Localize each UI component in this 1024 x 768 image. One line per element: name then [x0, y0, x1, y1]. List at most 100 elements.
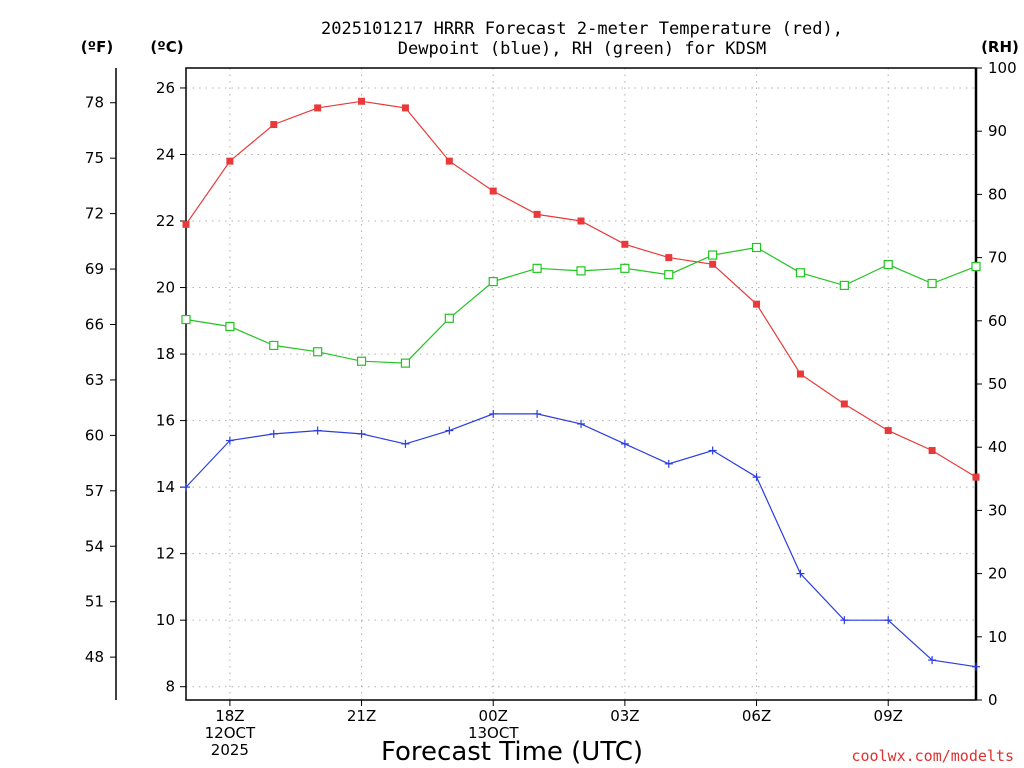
- dewpoint-point: [225, 436, 234, 445]
- chart-title-line-2: Dewpoint (blue), RH (green) for KDSM: [398, 39, 766, 59]
- tick-label-fahrenheit: 54: [85, 537, 104, 555]
- temperature-point: [928, 447, 936, 455]
- rh-point: [181, 314, 191, 325]
- rh-point: [444, 313, 454, 323]
- x-axis-title: Forecast Time (UTC): [381, 737, 643, 767]
- temperature-point: [489, 187, 497, 195]
- series-markers: [181, 97, 981, 671]
- tick-label-time: 21Z: [347, 707, 376, 725]
- dewpoint-point: [708, 446, 717, 455]
- dewpoint-point: [182, 483, 190, 492]
- rh-point: [927, 278, 937, 289]
- temperature-point: [533, 210, 541, 218]
- tick-labels: 8 10 12 14 16 18 20 22 24 26 48 51 54 57 60 63 66 69 72 75 7…: [85, 59, 1017, 759]
- tick-label-time: 12OCT: [205, 724, 256, 742]
- dewpoint-point: [445, 426, 454, 435]
- temperature-point: [972, 473, 980, 481]
- temperature-point: [401, 104, 409, 112]
- temperature-point: [621, 240, 629, 248]
- credit-text: coolwx.com/modelts: [851, 747, 1014, 765]
- dewpoint-point: [928, 656, 937, 665]
- temperature-point: [182, 220, 190, 228]
- dewpoint-point: [489, 409, 498, 418]
- rh-point: [269, 340, 279, 351]
- tick-label-celsius: 8: [165, 678, 175, 696]
- temperature-point: [753, 300, 761, 308]
- tick-label-celsius: 18: [156, 345, 175, 363]
- tick-label-celsius: 26: [156, 79, 175, 97]
- tick-label-time: 06Z: [742, 707, 771, 725]
- dewpoint-point: [840, 616, 849, 625]
- dewpoint-point: [884, 616, 893, 625]
- plot-frame: [185, 67, 977, 701]
- axis-ticks: [110, 67, 982, 706]
- tick-label-time: 18Z: [215, 707, 244, 725]
- rh-point: [532, 263, 542, 273]
- temperature-point: [445, 157, 453, 165]
- tick-label-fahrenheit: 48: [85, 648, 104, 666]
- rh-point: [313, 347, 323, 357]
- dewpoint-point: [401, 439, 410, 448]
- tick-label-celsius: 24: [156, 145, 175, 163]
- temperature-point: [314, 104, 322, 112]
- temperature-point: [270, 121, 278, 129]
- tick-label-rh: 100: [988, 59, 1017, 77]
- tick-label-fahrenheit: 63: [85, 371, 104, 389]
- temperature-point: [840, 400, 848, 408]
- tick-label-celsius: 10: [156, 611, 175, 629]
- dewpoint-point: [577, 419, 585, 428]
- gridlines: [186, 68, 976, 700]
- rh-point: [751, 242, 762, 253]
- temperature-point: [665, 254, 673, 262]
- tick-label-rh: 0: [988, 691, 998, 709]
- rh-point: [576, 266, 586, 276]
- tick-label-time: 00Z: [479, 707, 508, 725]
- rh-point: [883, 259, 893, 270]
- tick-label-celsius: 12: [156, 545, 175, 563]
- dewpoint-point: [269, 429, 278, 438]
- tick-label-rh: 10: [988, 628, 1007, 646]
- rh-line: [185, 246, 977, 364]
- rh-point: [400, 358, 411, 368]
- rh-point: [356, 356, 367, 366]
- temperature-point: [358, 97, 366, 105]
- dewpoint-point: [752, 473, 761, 482]
- tick-label-fahrenheit: 60: [85, 426, 104, 444]
- tick-label-fahrenheit: 78: [85, 94, 104, 112]
- tick-label-rh: 20: [988, 565, 1007, 583]
- tick-label-celsius: 22: [156, 212, 175, 230]
- tick-label-celsius: 16: [156, 412, 175, 430]
- dewpoint-point: [664, 459, 673, 468]
- tick-label-rh: 80: [988, 185, 1007, 203]
- dewpoint-point: [357, 429, 366, 438]
- dewpoint-point: [533, 409, 542, 418]
- tick-label-fahrenheit: 57: [85, 482, 104, 500]
- tick-label-time: 2025: [211, 741, 249, 759]
- tick-label-time: 09Z: [874, 707, 903, 725]
- tick-label-rh: 50: [988, 375, 1007, 393]
- dewpoint-point: [313, 426, 322, 435]
- tick-label-fahrenheit: 66: [85, 315, 104, 333]
- temperature-point: [577, 217, 585, 225]
- rh-point: [795, 268, 806, 278]
- tick-label-celsius: 14: [156, 478, 175, 496]
- tick-label-rh: 60: [988, 312, 1007, 330]
- rh-point: [971, 261, 981, 272]
- tick-label-fahrenheit: 69: [85, 260, 104, 278]
- tick-label-rh: 30: [988, 501, 1007, 519]
- rh-point: [664, 270, 674, 280]
- dewpoint-point: [972, 662, 980, 671]
- dewpoint-line: [185, 413, 977, 668]
- tick-label-celsius: 20: [156, 279, 175, 297]
- temperature-point: [226, 157, 234, 165]
- tick-label-time: 03Z: [610, 707, 639, 725]
- rh-point: [488, 277, 498, 287]
- tick-label-fahrenheit: 72: [85, 205, 104, 223]
- tick-label-fahrenheit: 51: [85, 593, 104, 611]
- rh-point: [225, 321, 235, 332]
- series-lines: [185, 100, 977, 668]
- tick-label-fahrenheit: 75: [85, 149, 104, 167]
- dewpoint-point: [796, 569, 805, 578]
- fahrenheit-unit-label: (ºF): [81, 38, 113, 56]
